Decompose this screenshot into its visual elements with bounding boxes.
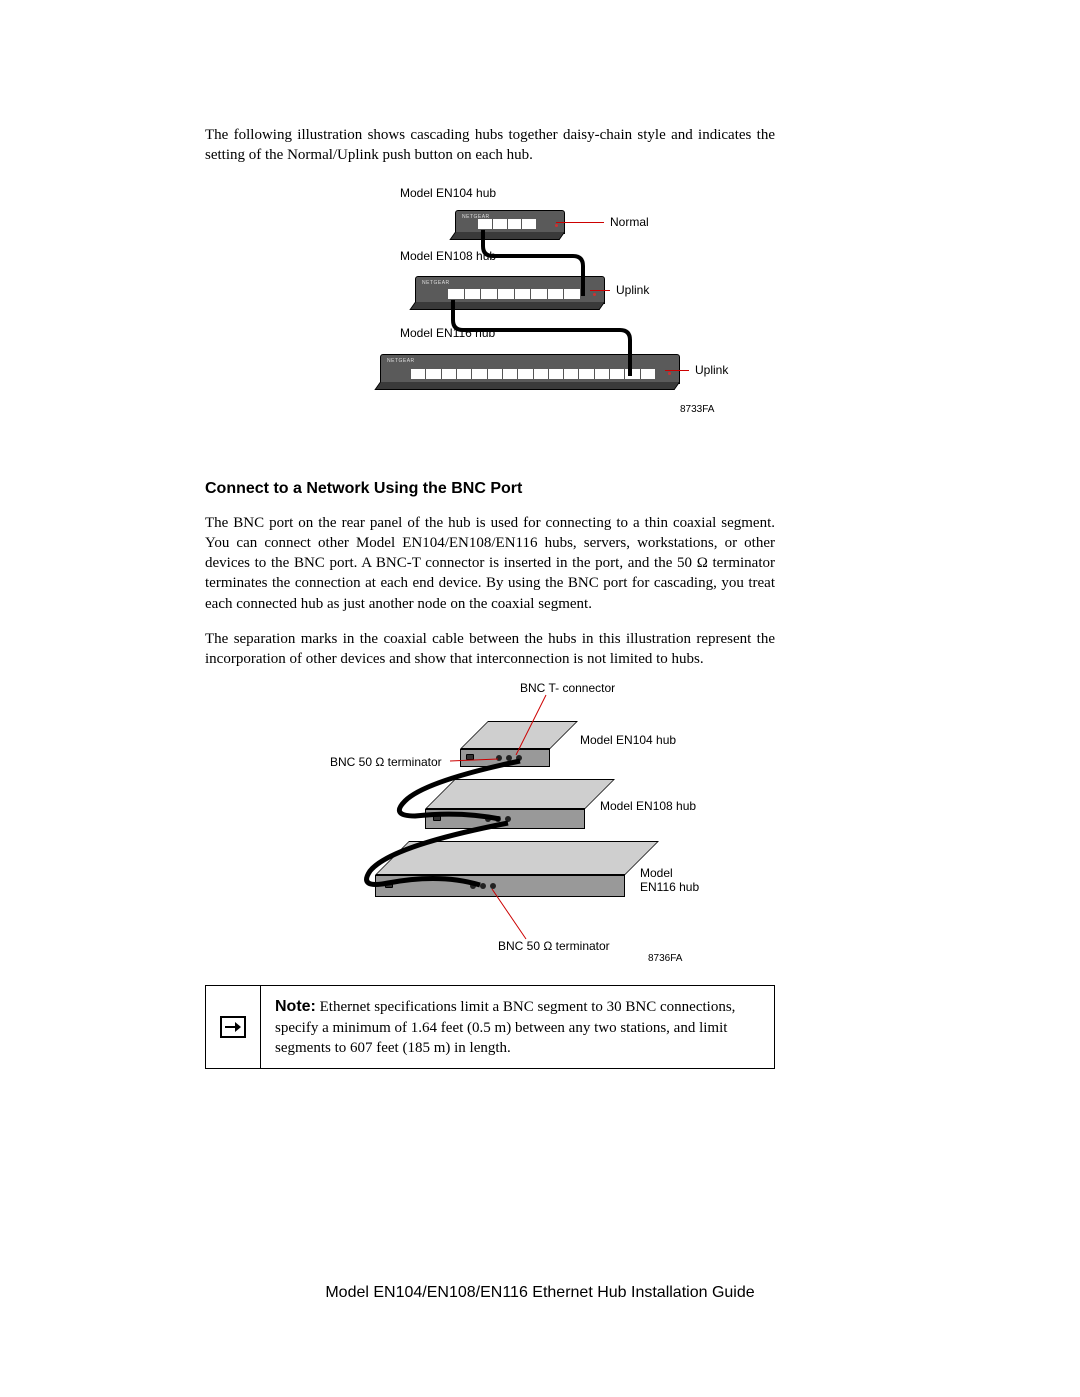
figure-bnc-connection: BNC T- connector Model EN104 hub Model E…	[270, 681, 710, 971]
note-body: Ethernet specifications limit a BNC segm…	[275, 999, 735, 1056]
label-terminator-top: BNC 50 Ω terminator	[330, 755, 442, 769]
figure2-code: 8736FA	[648, 953, 682, 964]
label-hub2-3d: Model EN108 hub	[600, 799, 696, 813]
note-label: Note:	[275, 998, 316, 1015]
label-hub3-3d: Model EN116 hub	[640, 866, 710, 894]
figure1-code: 8733FA	[680, 404, 714, 415]
figure-cascading-hubs: Model EN104 hub NETGEAR Normal Model EN1…	[270, 186, 710, 466]
page-content: The following illustration shows cascadi…	[205, 110, 775, 1069]
section-heading: Connect to a Network Using the BNC Port	[205, 480, 775, 498]
intro-paragraph: The following illustration shows cascadi…	[205, 125, 775, 166]
paragraph-1: The BNC port on the rear panel of the hu…	[205, 513, 775, 614]
label-terminator-bottom: BNC 50 Ω terminator	[498, 939, 610, 953]
hub-en108: NETGEAR	[415, 276, 605, 304]
label-tconnector: BNC T- connector	[520, 681, 615, 695]
label-normal: Normal	[610, 215, 649, 229]
label-uplink2: Uplink	[695, 363, 728, 377]
label-hub1-3d: Model EN104 hub	[580, 733, 676, 747]
label-en104: Model EN104 hub	[400, 186, 496, 200]
brand-text: NETGEAR	[387, 358, 415, 364]
note-box: Note: Ethernet specifications limit a BN…	[205, 985, 775, 1069]
label-en116: Model EN116 hub	[400, 326, 495, 340]
hub-en104: NETGEAR	[455, 210, 565, 234]
paragraph-2: The separation marks in the coaxial cabl…	[205, 629, 775, 670]
hub-en116: NETGEAR	[380, 354, 680, 384]
note-text: Note: Ethernet specifications limit a BN…	[261, 986, 774, 1068]
page-footer: Model EN104/EN108/EN116 Ethernet Hub Ins…	[0, 1284, 1080, 1302]
note-icon-cell	[206, 986, 261, 1068]
label-uplink1: Uplink	[616, 283, 649, 297]
label-en108: Model EN108 hub	[400, 249, 496, 263]
brand-text: NETGEAR	[422, 280, 450, 286]
arrow-right-icon	[220, 1016, 246, 1038]
